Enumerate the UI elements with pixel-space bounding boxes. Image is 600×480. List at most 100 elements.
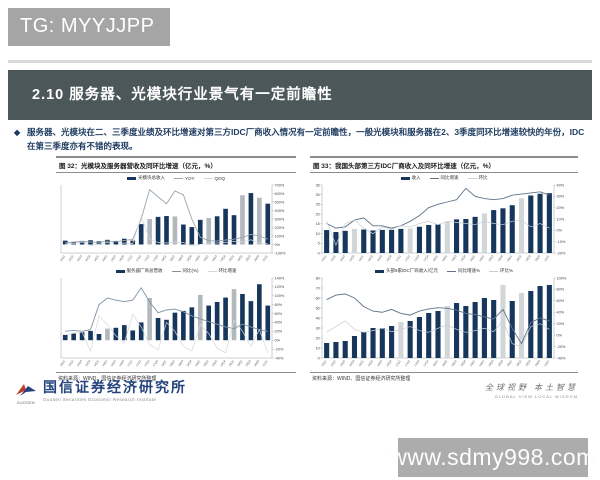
- svg-text:17Q4: 17Q4: [422, 359, 429, 367]
- svg-text:16Q1: 16Q1: [357, 254, 364, 262]
- svg-text:20: 20: [316, 212, 320, 216]
- svg-text:20Q2: 20Q2: [515, 254, 522, 262]
- svg-text:200%: 200%: [275, 226, 285, 230]
- svg-text:-40%: -40%: [557, 356, 566, 360]
- legend-label: 同比增速%: [457, 268, 480, 273]
- svg-text:18Q2: 18Q2: [441, 254, 448, 262]
- svg-text:40: 40: [316, 316, 320, 320]
- line-light-swatch: [207, 270, 217, 272]
- top5-idc-revenue-legend: 头部5家IDC厂商收入/亿元 同比增速% 环比%: [310, 267, 578, 275]
- svg-text:15: 15: [316, 222, 320, 226]
- svg-text:20Q2: 20Q2: [236, 359, 243, 367]
- bullet-diamond-icon: ◆: [14, 128, 21, 137]
- svg-text:-40%: -40%: [275, 356, 284, 360]
- svg-text:19Q3: 19Q3: [211, 254, 218, 262]
- legend-label: 同比增速: [440, 175, 459, 180]
- svg-text:18Q4: 18Q4: [185, 359, 192, 367]
- svg-text:400%: 400%: [275, 209, 285, 213]
- bullet-text: 服务器、光模块在二、三季度业绩及环比增速对第三方IDC厂商收入情况有一定前瞻性，…: [27, 127, 585, 151]
- svg-text:20Q1: 20Q1: [228, 254, 235, 262]
- svg-text:80: 80: [316, 276, 320, 280]
- svg-text:17Q2: 17Q2: [135, 254, 142, 262]
- svg-text:600%: 600%: [275, 192, 285, 196]
- svg-text:15Q3: 15Q3: [339, 359, 346, 367]
- svg-text:17Q2: 17Q2: [135, 359, 142, 367]
- logo-brand-text: GUOSEN: [16, 401, 36, 405]
- svg-text:16Q4: 16Q4: [118, 359, 125, 367]
- svg-text:21Q1: 21Q1: [261, 254, 268, 262]
- svg-text:19Q2: 19Q2: [202, 254, 209, 262]
- svg-text:16Q4: 16Q4: [385, 254, 392, 262]
- bar-swatch: [115, 269, 125, 273]
- svg-text:16Q4: 16Q4: [118, 254, 125, 262]
- svg-text:19Q3: 19Q3: [211, 359, 218, 367]
- svg-text:25: 25: [316, 203, 320, 207]
- svg-text:16Q3: 16Q3: [376, 254, 383, 262]
- slide-footer: GUOSEN 国信证券经济研究所 Guosen Securities Econo…: [14, 381, 588, 405]
- svg-text:17Q1: 17Q1: [126, 254, 133, 262]
- svg-text:17Q3: 17Q3: [413, 254, 420, 262]
- svg-text:80%: 80%: [557, 288, 565, 292]
- svg-text:19Q2: 19Q2: [202, 359, 209, 367]
- svg-text:16Q2: 16Q2: [367, 254, 374, 262]
- svg-text:19Q3: 19Q3: [487, 254, 494, 262]
- bar-swatch: [400, 176, 410, 180]
- legend-label: 服务器厂商总营收: [126, 268, 163, 273]
- line-light-swatch: [203, 177, 213, 179]
- svg-text:18Q1: 18Q1: [432, 359, 439, 367]
- svg-text:100%: 100%: [557, 276, 567, 280]
- svg-text:18Q4: 18Q4: [459, 359, 466, 367]
- svg-text:17Q1: 17Q1: [395, 254, 402, 262]
- svg-text:0: 0: [318, 356, 320, 360]
- svg-text:5: 5: [318, 242, 320, 246]
- tg-badge-text: TG: MYYJJPP: [20, 15, 155, 37]
- svg-text:17Q2: 17Q2: [404, 254, 411, 262]
- server-vendor-revenue-legend: 服务器厂商总营收 同比(%) 环比增速: [56, 267, 296, 275]
- svg-text:19Q4: 19Q4: [497, 254, 504, 262]
- svg-text:18Q4: 18Q4: [185, 254, 192, 262]
- svg-text:40%: 40%: [275, 321, 283, 325]
- svg-text:18Q1: 18Q1: [160, 254, 167, 262]
- svg-text:19Q2: 19Q2: [478, 254, 485, 262]
- watermark-text: www.sdmy998.com: [390, 444, 596, 470]
- svg-text:35: 35: [316, 183, 320, 187]
- svg-text:100%: 100%: [275, 294, 285, 298]
- svg-text:19Q4: 19Q4: [219, 254, 226, 262]
- svg-text:17Q3: 17Q3: [143, 359, 150, 367]
- svg-text:30: 30: [316, 326, 320, 330]
- chart-top5-idc-revenue: 头部5家IDC厂商收入/亿元 同比增速% 环比% 100% 80% 60% 40% 20% 0%…: [310, 267, 578, 371]
- svg-text:15Q4: 15Q4: [348, 359, 355, 367]
- guosen-logo: GUOSEN 国信证券经济研究所 Guosen Securities Econo…: [14, 381, 187, 405]
- svg-text:20: 20: [316, 336, 320, 340]
- svg-text:60%: 60%: [275, 312, 283, 316]
- svg-text:19Q1: 19Q1: [469, 254, 476, 262]
- svg-text:18Q2: 18Q2: [441, 359, 448, 367]
- svg-text:19Q2: 19Q2: [478, 359, 485, 367]
- svg-text:16Q1: 16Q1: [93, 359, 100, 367]
- svg-text:20%: 20%: [275, 330, 283, 334]
- svg-text:19Q1: 19Q1: [194, 254, 201, 262]
- svg-text:20Q2: 20Q2: [515, 359, 522, 367]
- legend-label: 环比%: [500, 268, 514, 273]
- svg-text:-20%: -20%: [275, 347, 284, 351]
- svg-text:18Q2: 18Q2: [169, 254, 176, 262]
- svg-text:30: 30: [316, 193, 320, 197]
- legend-label: 环比: [478, 175, 488, 180]
- figure-32-source: 资料来源：WIND、国信证券经济研究所整理: [56, 372, 296, 382]
- figure-panel-right: 图 33：我国头部第三方IDC厂商收入及同环比增速（亿元，%） 收入 同比增速 环比…: [310, 156, 578, 382]
- guosen-logo-icon: GUOSEN: [14, 382, 38, 405]
- svg-text:60%: 60%: [557, 299, 565, 303]
- svg-text:20Q4: 20Q4: [534, 254, 541, 262]
- svg-text:-20%: -20%: [557, 251, 566, 255]
- svg-text:16Q1: 16Q1: [357, 359, 364, 367]
- svg-text:0%: 0%: [557, 333, 563, 337]
- svg-text:16Q3: 16Q3: [110, 254, 117, 262]
- watermark-banner: www.sdmy998.com: [390, 438, 595, 477]
- chart-optical-module-revenue: 光模块总收入 YOY QOQ 700% 600% 500% 400% 300% 200% 100%…: [56, 174, 296, 266]
- svg-text:15Q2: 15Q2: [330, 254, 337, 262]
- svg-text:100%: 100%: [275, 234, 285, 238]
- page-title: 2.10 服务器、光模块行业景气有一定前瞻性: [32, 87, 333, 103]
- figure-panel-left: 图 32：光模块及服务器营收及同环比增速（亿元，%） 光模块总收入 YOY QOQ 7…: [56, 156, 296, 382]
- svg-text:17Q1: 17Q1: [395, 359, 402, 367]
- chart-idc-vendor-revenue: 收入 同比增速 环比 40% 30% 20% 10% 0% -10% -20% 35 30 25 20 15…: [310, 174, 578, 266]
